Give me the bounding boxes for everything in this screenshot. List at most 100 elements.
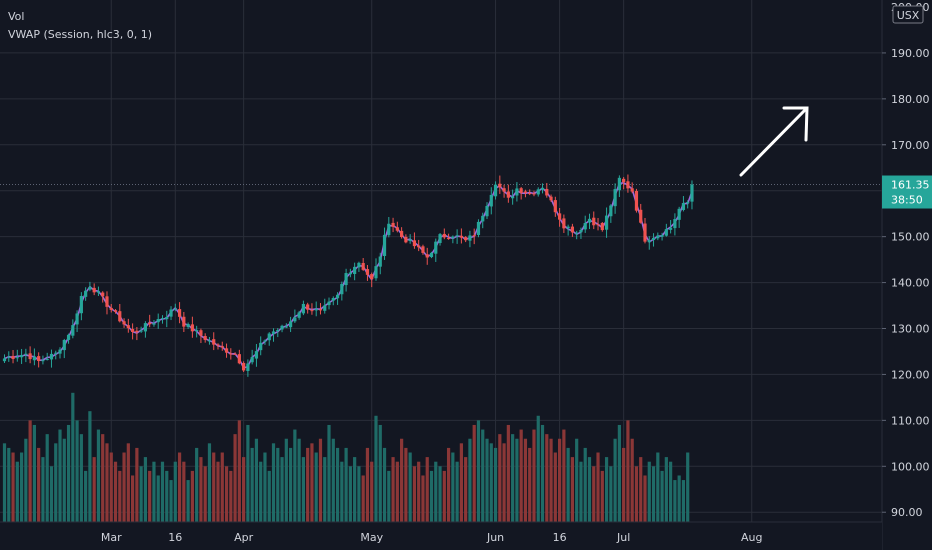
candle-body-111 [476,221,481,236]
candle-14 [62,338,66,359]
candle-136 [583,215,587,233]
candle-body-97 [417,245,421,248]
candle-body-129 [553,200,557,213]
candle-114 [489,187,493,215]
candle-35 [152,320,156,327]
vwap-layer [4,182,693,369]
candle-body-118 [506,191,510,198]
candle-body-59 [254,351,259,359]
trend-arrow-drawing[interactable] [739,106,809,177]
candle-body-83 [357,262,361,268]
candle-body-51 [220,346,224,348]
legend-vwap[interactable]: VWAP (Session, hlc3, 0, 1) [8,28,153,41]
candle-body-4 [19,355,24,358]
candle-body-133 [570,226,575,233]
candle-body-127 [545,188,549,196]
time-tick-label-6: Jul [616,531,630,544]
candle-39 [169,306,173,321]
arrow-head [782,106,809,142]
legend-vol[interactable]: Vol [8,10,25,23]
candle-body-9 [41,360,45,362]
volume-bar-39 [169,480,173,522]
volume-bar-113 [485,438,489,522]
candle-31 [135,327,139,341]
candle-21 [92,283,96,296]
volume-bar-35 [152,461,156,522]
candle-0 [2,354,7,363]
candle-134 [575,230,579,240]
candle-61 [263,339,267,345]
volume-bar-156 [669,461,673,522]
time-axis[interactable]: Mar 16 Apr May Jun 16 Jul Aug [0,521,882,550]
candle-body-24 [105,296,109,307]
candle-84 [361,258,365,271]
candle-57 [246,359,250,377]
candle-body-78 [335,294,340,299]
candle-body-42 [182,316,186,327]
candle-body-134 [575,232,579,234]
candle-body-74 [318,309,323,311]
volume-bar-97 [417,461,421,522]
candle-body-81 [348,272,352,275]
candle-body-121 [519,188,523,193]
volume-bar-106 [455,461,459,522]
candle-131 [562,214,566,233]
candle-19 [84,287,88,301]
candle-body-40 [173,308,177,310]
volume-bar-51 [220,452,224,522]
candle-98 [421,244,425,255]
volume-bar-37 [160,461,165,522]
price-axis[interactable]: 200.00190.00180.00170.00160.00150.00140.… [881,0,932,550]
candle-body-38 [165,316,169,320]
candle-body-89 [382,234,387,256]
candle-53 [229,348,233,360]
volume-bar-103 [442,470,446,522]
volume-bar-120 [515,438,519,522]
volume-bar-23 [101,434,105,522]
candle-116 [498,175,502,194]
candle-body-147 [630,188,634,192]
candle-body-48 [207,340,212,342]
candle-15 [66,333,71,344]
candle-25 [109,304,113,313]
candle-body-153 [656,235,660,239]
candle-body-95 [408,239,412,242]
candle-body-148 [634,190,639,211]
candle-82 [353,262,357,281]
volume-bar-151 [647,461,651,522]
volume-bar-94 [404,447,408,522]
volume-bar-67 [288,447,293,522]
volume-bar-104 [446,447,451,522]
candle-body-79 [340,283,344,295]
candle-body-62 [267,333,271,341]
volume-bar-43 [186,480,190,522]
candle-body-37 [160,318,165,320]
volume-bar-72 [310,443,314,522]
candle-body-145 [622,178,626,183]
volume-bar-56 [242,457,246,522]
time-tick-label-5: 16 [553,531,567,544]
candle-58 [250,349,254,365]
candle-body-141 [604,215,609,230]
candle-144 [617,175,621,198]
volume-bar-127 [545,434,549,522]
candle-3 [15,349,19,362]
volume-bar-125 [536,415,540,522]
candle-body-157 [673,219,677,229]
candle-body-13 [58,349,62,354]
volume-bar-36 [156,475,160,522]
candle-45 [195,325,199,338]
candle-32 [139,326,143,333]
candle-150 [643,218,647,244]
candle-body-54 [233,353,237,355]
candle-body-109 [468,235,472,241]
candle-body-46 [199,330,203,336]
time-axis-bg [0,522,882,550]
volume-bar-99 [425,457,429,522]
price-tick-label-5: 140.00 [891,277,930,290]
time-tick-label-4: Jun [486,531,504,544]
candle-142 [609,204,613,223]
candle-body-150 [643,223,647,242]
volume-bar-49 [212,452,216,522]
